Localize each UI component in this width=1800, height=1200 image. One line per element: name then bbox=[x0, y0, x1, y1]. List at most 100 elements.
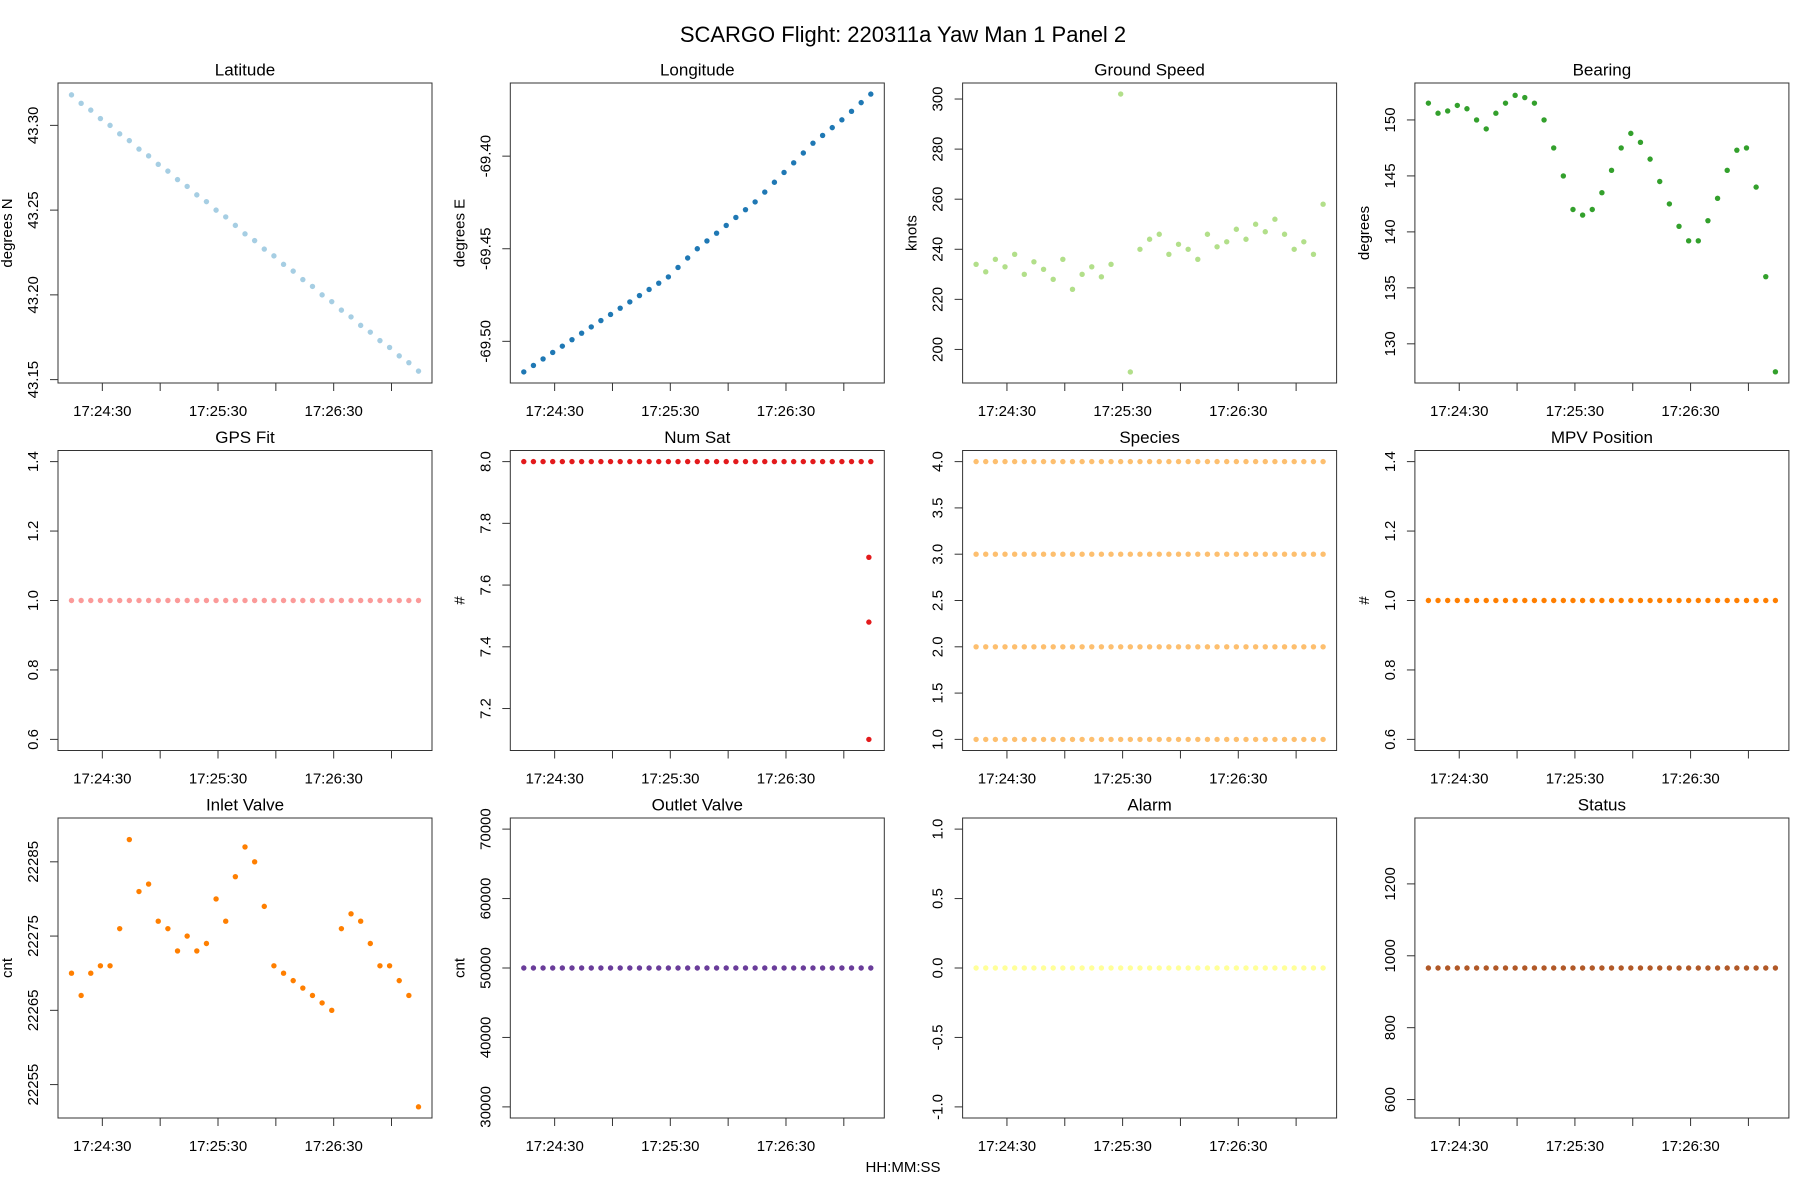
point bbox=[88, 107, 94, 113]
point bbox=[1570, 965, 1576, 971]
point bbox=[1714, 597, 1721, 604]
plot-frame bbox=[57, 82, 433, 384]
point bbox=[107, 963, 113, 969]
point bbox=[1089, 736, 1095, 743]
x-tick-label: 17:26:30 bbox=[757, 770, 815, 787]
point bbox=[1772, 965, 1779, 971]
point bbox=[829, 965, 835, 971]
panel-title: Longitude bbox=[660, 60, 735, 79]
point bbox=[1098, 274, 1105, 280]
point bbox=[1214, 644, 1220, 650]
point bbox=[309, 283, 316, 290]
point bbox=[126, 137, 133, 144]
point bbox=[1021, 458, 1027, 465]
point bbox=[1214, 458, 1220, 465]
y-tick-label: 50000 bbox=[477, 947, 494, 989]
point bbox=[1252, 965, 1259, 971]
plot-frame bbox=[509, 450, 885, 751]
point bbox=[68, 970, 75, 976]
point bbox=[762, 458, 768, 465]
point bbox=[540, 356, 546, 362]
point bbox=[261, 903, 267, 910]
point bbox=[1233, 736, 1240, 743]
point bbox=[165, 168, 171, 174]
point bbox=[1002, 644, 1008, 650]
point bbox=[1098, 644, 1105, 650]
point bbox=[280, 970, 287, 976]
point bbox=[1031, 644, 1037, 650]
point bbox=[1069, 286, 1076, 293]
point bbox=[338, 597, 345, 604]
point bbox=[1175, 551, 1182, 557]
point bbox=[1175, 458, 1182, 465]
point bbox=[1435, 110, 1441, 116]
point bbox=[203, 597, 210, 604]
x-tick-label: 17:26:30 bbox=[1209, 1138, 1267, 1155]
y-tick-label: -69.50 bbox=[477, 320, 494, 363]
point bbox=[1301, 965, 1307, 971]
point bbox=[1647, 156, 1653, 162]
y-axis-label: # bbox=[1356, 596, 1373, 605]
y-tick-label: 8.0 bbox=[477, 451, 494, 472]
point bbox=[377, 963, 383, 969]
panel-title: MPV Position bbox=[1551, 428, 1653, 447]
point bbox=[271, 253, 277, 259]
point bbox=[1243, 458, 1249, 465]
point bbox=[1166, 551, 1172, 557]
point bbox=[338, 307, 345, 313]
point bbox=[1502, 100, 1509, 106]
y-axis-label: degrees N bbox=[0, 198, 16, 267]
point bbox=[1060, 551, 1066, 557]
point bbox=[386, 597, 393, 604]
x-tick-label: 17:24:30 bbox=[1430, 1138, 1488, 1155]
point bbox=[396, 977, 402, 984]
point bbox=[656, 965, 662, 971]
point bbox=[1002, 736, 1008, 743]
point bbox=[126, 597, 133, 604]
y-tick-label: 0.8 bbox=[1382, 660, 1399, 681]
point bbox=[1502, 597, 1509, 604]
point bbox=[251, 237, 258, 244]
point bbox=[1195, 965, 1201, 971]
point bbox=[1753, 184, 1759, 190]
point bbox=[126, 836, 133, 843]
point bbox=[1753, 965, 1759, 971]
point bbox=[627, 299, 633, 305]
point bbox=[781, 965, 787, 971]
x-tick-label: 17:25:30 bbox=[189, 403, 247, 420]
x-tick-label: 17:25:30 bbox=[641, 403, 699, 420]
point bbox=[1060, 965, 1066, 971]
point bbox=[1320, 458, 1326, 465]
y-tick-label: 1.5 bbox=[930, 683, 947, 704]
point bbox=[1628, 965, 1634, 971]
point bbox=[1146, 551, 1153, 557]
point bbox=[752, 965, 758, 971]
panel-title: Outlet Valve bbox=[652, 795, 743, 814]
y-tick-label: 0.0 bbox=[930, 958, 947, 979]
point bbox=[1079, 551, 1085, 557]
point bbox=[68, 597, 75, 604]
point bbox=[1185, 246, 1191, 252]
point bbox=[1050, 458, 1056, 465]
panel-title: Latitude bbox=[215, 60, 276, 79]
point bbox=[1031, 736, 1037, 743]
point bbox=[1522, 965, 1528, 971]
point bbox=[1618, 597, 1624, 604]
point bbox=[675, 965, 681, 971]
point bbox=[656, 280, 662, 286]
point bbox=[1204, 231, 1211, 237]
point bbox=[540, 458, 546, 465]
point bbox=[348, 911, 354, 917]
point bbox=[1117, 736, 1124, 743]
y-axis-label: cnt bbox=[451, 957, 468, 978]
point bbox=[1127, 965, 1134, 971]
point bbox=[1666, 201, 1673, 207]
point bbox=[1281, 965, 1288, 971]
y-axis-label: cnt bbox=[0, 957, 16, 978]
point bbox=[1243, 736, 1249, 743]
point bbox=[1166, 736, 1172, 743]
point bbox=[983, 458, 989, 465]
point bbox=[1262, 965, 1268, 971]
point bbox=[1166, 644, 1172, 650]
